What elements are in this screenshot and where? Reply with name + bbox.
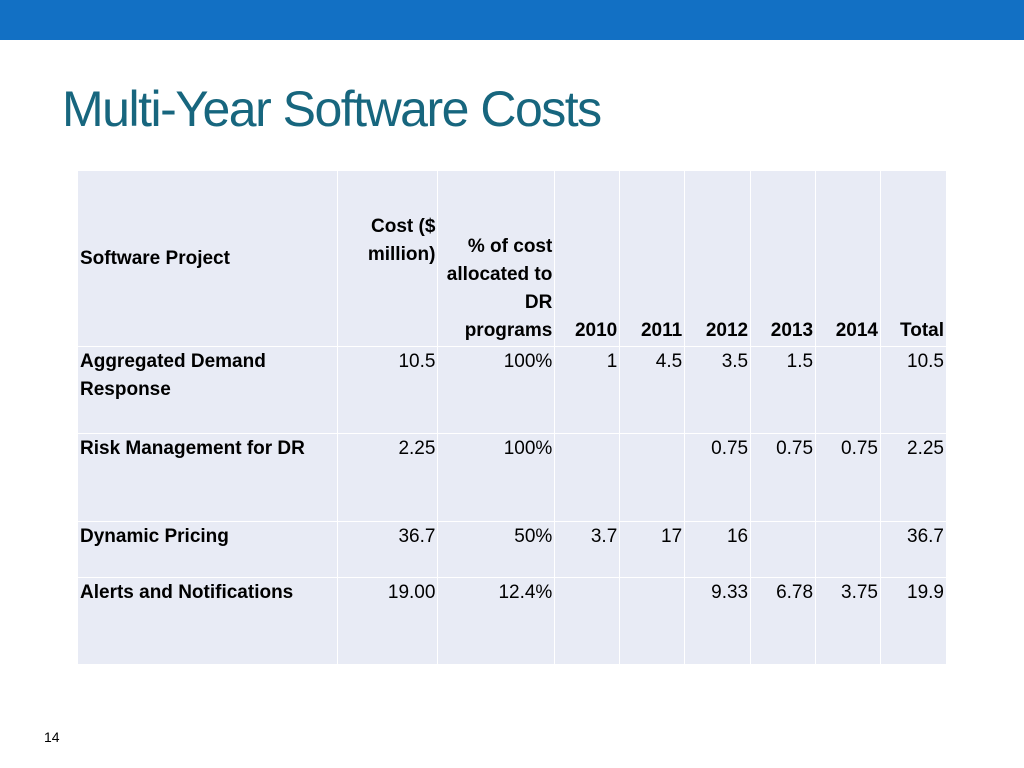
cost-cell: 2.25: [336, 433, 439, 522]
year-2013-cell: 6.78: [750, 577, 817, 665]
year-2014-cell: 3.75: [815, 577, 881, 665]
year-2011-cell: 17: [619, 521, 686, 578]
table-row: Aggregated Demand Response 10.5 100% 1 4…: [77, 346, 948, 434]
year-2012-cell: 3.5: [684, 346, 752, 434]
cost-cell: 10.5: [336, 346, 439, 434]
project-name-cell: Risk Management for DR: [77, 433, 338, 522]
total-cell: 10.5: [879, 346, 948, 434]
table-row: Alerts and Notifications 19.00 12.4% 9.3…: [77, 577, 948, 665]
header-2014: 2014: [815, 170, 881, 347]
year-2011-cell: 4.5: [619, 346, 686, 434]
year-2011-cell: [619, 577, 686, 665]
table-row: Dynamic Pricing 36.7 50% 3.7 17 16 36.7: [77, 521, 948, 578]
year-2013-cell: [750, 521, 817, 578]
year-2010-cell: 3.7: [554, 521, 621, 578]
header-2011: 2011: [619, 170, 686, 347]
slide-title: Multi-Year Software Costs: [62, 81, 602, 137]
project-name-cell: Alerts and Notifications: [77, 577, 338, 665]
total-cell: 19.9: [879, 577, 948, 665]
year-2012-cell: 0.75: [684, 433, 752, 522]
header-total: Total: [879, 170, 948, 347]
dr-percent-cell: 100%: [437, 433, 556, 522]
header-cost: Cost ($ million): [336, 170, 439, 347]
year-2014-cell: [815, 521, 881, 578]
table-row: Risk Management for DR 2.25 100% 0.75 0.…: [77, 433, 948, 522]
cost-cell: 36.7: [336, 521, 439, 578]
year-2014-cell: [815, 346, 881, 434]
year-2014-cell: 0.75: [815, 433, 881, 522]
dr-percent-cell: 12.4%: [437, 577, 556, 665]
year-2010-cell: [554, 433, 621, 522]
total-cell: 36.7: [879, 521, 948, 578]
year-2010-cell: 1: [554, 346, 621, 434]
software-cost-table: Software Project Cost ($ million) % of c…: [77, 170, 948, 665]
year-2012-cell: 9.33: [684, 577, 752, 665]
table-header-row: Software Project Cost ($ million) % of c…: [77, 170, 948, 347]
dr-percent-cell: 100%: [437, 346, 556, 434]
cost-cell: 19.00: [336, 577, 439, 665]
year-2011-cell: [619, 433, 686, 522]
dr-percent-cell: 50%: [437, 521, 556, 578]
project-name-cell: Aggregated Demand Response: [77, 346, 338, 434]
year-2010-cell: [554, 577, 621, 665]
year-2012-cell: 16: [684, 521, 752, 578]
total-cell: 2.25: [879, 433, 948, 522]
page-number: 14: [44, 729, 60, 745]
header-2012: 2012: [684, 170, 752, 347]
project-name-cell: Dynamic Pricing: [77, 521, 338, 578]
header-2010: 2010: [554, 170, 621, 347]
header-dr-allocation: % of cost allocated to DR programs: [437, 170, 556, 347]
year-2013-cell: 0.75: [750, 433, 817, 522]
header-2013: 2013: [750, 170, 817, 347]
year-2013-cell: 1.5: [750, 346, 817, 434]
top-accent-bar: [0, 0, 1024, 40]
header-software-project: Software Project: [77, 170, 338, 347]
